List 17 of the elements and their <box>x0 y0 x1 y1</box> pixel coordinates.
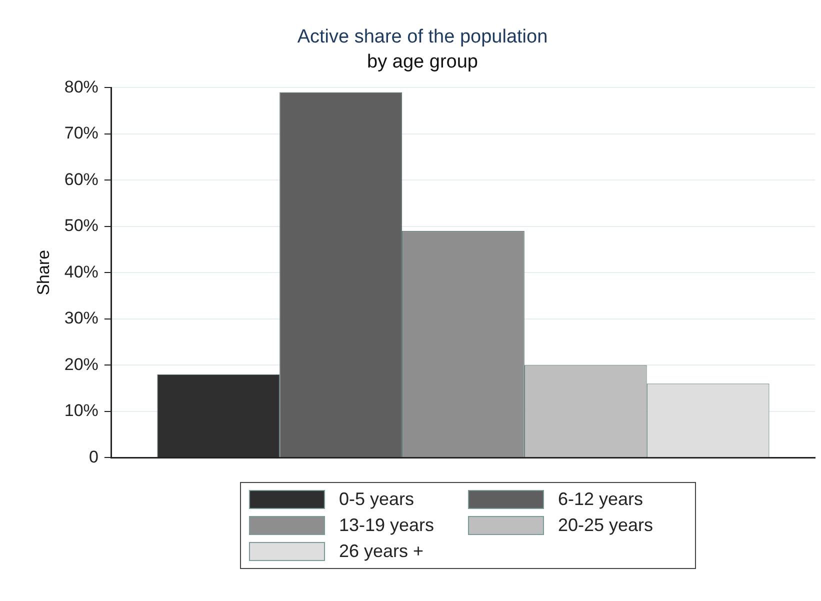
y-tick-label: 10% <box>64 401 98 420</box>
legend-label: 0-5 years <box>339 489 414 510</box>
y-tick-label: 0 <box>88 447 98 466</box>
legend-label: 20-25 years <box>558 515 654 536</box>
y-tick-label: 50% <box>64 216 98 236</box>
y-axis-title: Share <box>34 250 53 296</box>
y-tick-label: 80% <box>64 77 98 96</box>
legend-label: 6-12 years <box>558 489 644 510</box>
y-tick-label: 30% <box>64 308 98 328</box>
legend-label: 13-19 years <box>339 515 434 536</box>
y-tick-label: 60% <box>64 170 98 189</box>
y-tick-label: 40% <box>64 262 98 282</box>
y-tick-label: 70% <box>64 124 98 143</box>
y-tick-label: 20% <box>64 354 98 374</box>
legend-label: 26 years + <box>339 541 424 562</box>
chart-subtitle: by age group <box>367 51 478 72</box>
chart-title: Active share of the population <box>297 26 548 48</box>
